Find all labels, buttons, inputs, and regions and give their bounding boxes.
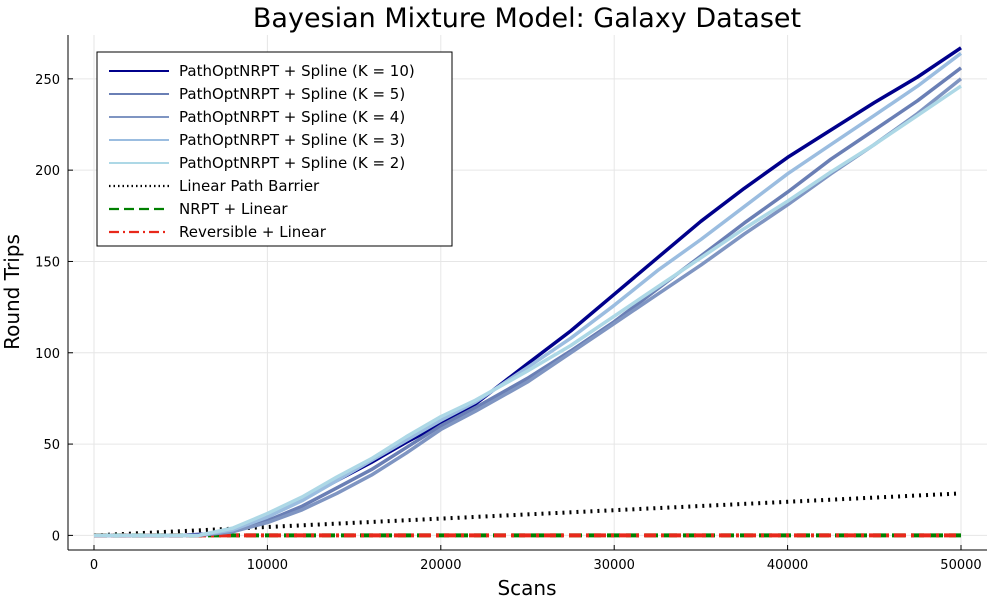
- y-tick-label: 200: [35, 164, 60, 179]
- y-tick-label: 150: [35, 255, 60, 270]
- legend-label-6: NRPT + Linear: [179, 200, 288, 218]
- legend-label-4: PathOptNRPT + Spline (K = 2): [179, 154, 405, 172]
- legend-label-7: Reversible + Linear: [179, 223, 327, 241]
- y-tick-label: 100: [35, 347, 60, 362]
- y-tick-label: 50: [43, 438, 60, 453]
- series-line-4: [94, 84, 962, 538]
- plot-area: [93, 46, 963, 538]
- legend-label-5: Linear Path Barrier: [179, 177, 320, 195]
- x-axis-label: Scans: [497, 576, 556, 600]
- x-tick-label: 30000: [594, 558, 635, 573]
- x-tick-label: 20000: [420, 558, 461, 573]
- series-line-2: [94, 77, 963, 538]
- y-axis-label: Round Trips: [0, 234, 24, 350]
- legend-box: [96, 51, 453, 247]
- legend: PathOptNRPT + Spline (K = 10) PathOptNRPT…: [96, 51, 453, 247]
- x-tick-label: 0: [90, 558, 98, 573]
- axes: [67, 35, 987, 551]
- legend-label-0: PathOptNRPT + Spline (K = 10): [179, 62, 415, 80]
- series-line-3: [94, 51, 963, 538]
- legend-label-3: PathOptNRPT + Spline (K = 3): [179, 131, 405, 149]
- x-tick-label: 40000: [767, 558, 808, 573]
- legend-label-2: PathOptNRPT + Spline (K = 4): [179, 108, 405, 126]
- legend-label-1: PathOptNRPT + Spline (K = 5): [179, 85, 405, 103]
- x-tick-label: 10000: [247, 558, 288, 573]
- x-tick-label: 50000: [940, 558, 981, 573]
- y-tick-label: 0: [52, 529, 60, 544]
- chart-title: Bayesian Mixture Model: Galaxy Dataset: [253, 3, 801, 34]
- series-line-5: [93, 491, 962, 538]
- tick-labels: 0 10000 20000 30000 40000 50000 0 50 100 150 200 25…: [35, 73, 981, 573]
- series-line-1: [94, 66, 963, 538]
- y-tick-label: 250: [35, 73, 60, 88]
